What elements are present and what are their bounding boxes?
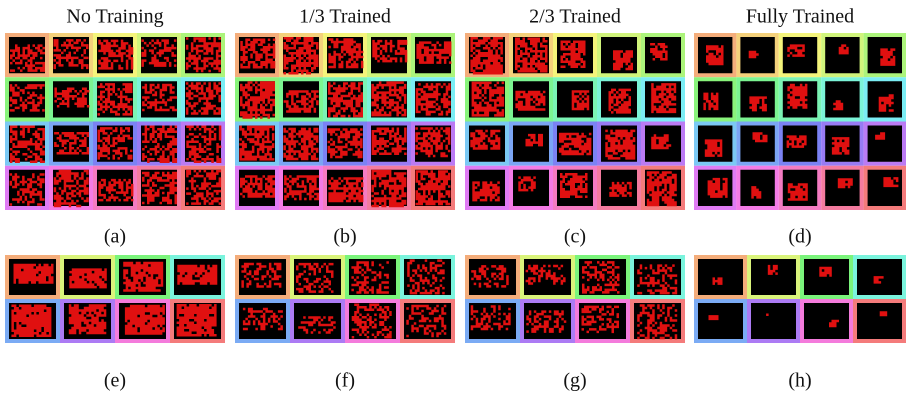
tile-image [751,259,796,295]
tile-pattern [883,177,898,187]
tile-pattern [713,277,723,285]
tile-image [740,126,774,162]
tile-image [868,170,902,206]
tile-pattern [709,315,719,320]
tile-pattern [69,268,107,288]
caption: (c) [564,226,586,248]
caption: (f) [335,370,355,392]
tile-image [698,37,732,73]
tile-image [751,303,796,339]
caption: (d) [788,226,811,248]
tile-pattern [239,126,274,161]
tile-image [868,126,902,162]
tile-pattern [328,82,363,117]
tile-pattern [880,311,888,316]
caption: (h) [788,370,811,392]
tile-pattern [328,177,363,202]
caption: (g) [563,370,586,392]
tile-image [857,303,902,339]
panel-title: No Training [66,6,163,28]
tile-pattern [766,314,769,317]
tile-pattern [328,128,363,158]
tile-image [825,37,859,73]
tile-image [698,259,743,295]
tile-pattern [819,267,832,277]
tile-pattern [11,305,51,338]
tile-pattern [787,84,807,109]
tile-pattern [613,50,633,70]
tile-image [804,303,849,339]
tile-image [740,170,774,206]
tile-image [804,259,849,295]
tile-pattern [768,265,778,275]
tile-image [698,303,743,339]
caption: (a) [104,226,126,248]
panel-title: Fully Trained [746,6,854,28]
panel-title: 1/3 Trained [299,6,391,28]
tile-pattern [177,265,217,285]
tile-image [825,81,859,117]
panel-title: 2/3 Trained [529,6,621,28]
caption: (b) [333,226,356,248]
figure: No Training 1/3 Trained 2/3 Trained Full… [0,0,909,407]
tile-pattern [125,305,165,335]
tile-image [239,303,286,339]
caption: (e) [104,370,126,392]
tile-image [645,37,681,73]
